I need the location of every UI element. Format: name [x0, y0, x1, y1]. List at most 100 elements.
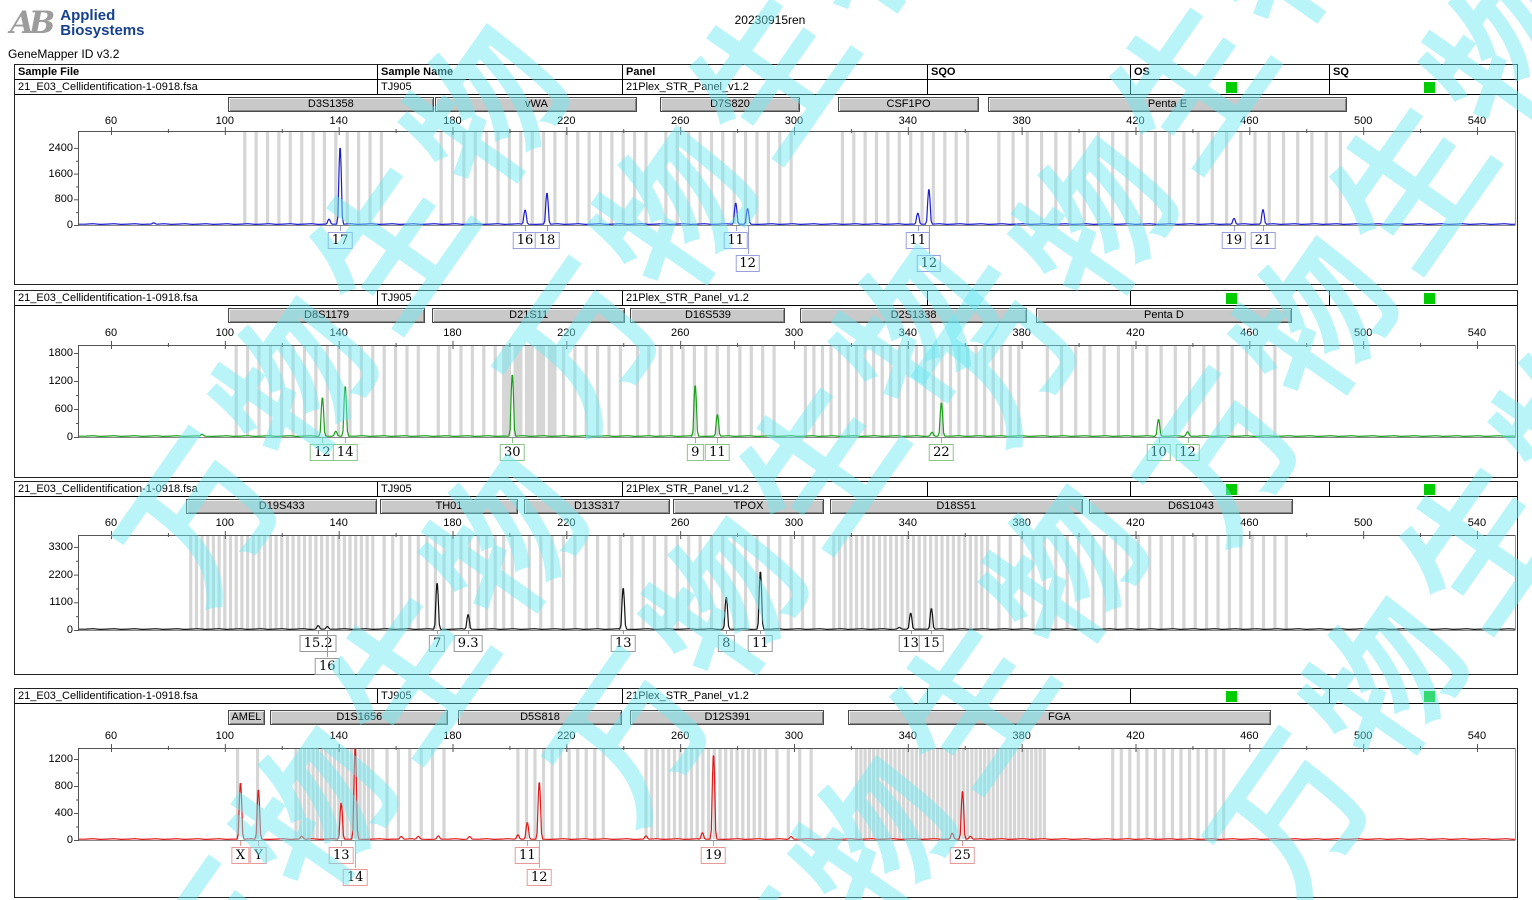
column-divider: [1329, 689, 1330, 703]
allele-label[interactable]: 11: [748, 635, 773, 652]
marker-box-vWA[interactable]: vWA: [435, 97, 638, 112]
x-axis-tick-label: 340: [898, 730, 917, 742]
marker-box-FGA[interactable]: FGA: [848, 710, 1271, 725]
marker-box-D3S1358[interactable]: D3S1358: [227, 97, 434, 112]
sample-data-row[interactable]: 21_E03_Cellidentification-1-0918.fsa TJ90…: [15, 291, 1517, 306]
allele-label[interactable]: 30: [499, 444, 525, 461]
x-axis-tick-label: 380: [1012, 517, 1031, 529]
marker-box-D12S391[interactable]: D12S391: [630, 710, 825, 725]
electropherogram-plot-blue[interactable]: [15, 123, 1517, 229]
marker-box-D6S1043[interactable]: D6S1043: [1088, 499, 1294, 514]
sample-data-row[interactable]: 21_E03_Cellidentification-1-0918.fsa TJ90…: [15, 689, 1517, 704]
electropherogram-plot-red[interactable]: [15, 740, 1517, 844]
x-axis-tick-label: 100: [215, 327, 234, 339]
allele-connector: [437, 631, 439, 634]
allele-connector: [726, 631, 728, 634]
x-axis-tick-label: 140: [329, 517, 348, 529]
electropherogram-plot-green[interactable]: [15, 337, 1517, 441]
x-axis-tick-label: 540: [1467, 115, 1487, 127]
allele-label[interactable]: 7: [428, 635, 446, 652]
column-divider: [377, 482, 378, 496]
allele-label[interactable]: 14: [332, 444, 358, 461]
allele-label[interactable]: 13: [328, 847, 354, 864]
marker-box-TH01[interactable]: TH01: [379, 499, 518, 514]
ab-logo-name-line2: Biosystems: [60, 22, 145, 39]
column-divider: [1329, 482, 1330, 496]
allele-label[interactable]: 13: [610, 635, 636, 652]
allele-label[interactable]: 21: [1250, 232, 1276, 249]
allele-label[interactable]: 9.3: [453, 635, 483, 652]
allele-label[interactable]: 9: [687, 444, 704, 461]
sq-status-flag: [1424, 82, 1435, 93]
marker-box-D21S11[interactable]: D21S11: [432, 308, 626, 323]
marker-box-Penta-E[interactable]: Penta E: [987, 97, 1348, 112]
allele-label[interactable]: Y: [250, 847, 267, 864]
allele-label[interactable]: 12: [310, 444, 335, 461]
run-title: 20230915ren: [734, 13, 806, 27]
allele-label[interactable]: 19: [1221, 232, 1247, 249]
allele-label[interactable]: 13: [898, 635, 923, 652]
allele-connector: [962, 841, 964, 846]
panel-name-cell: 21Plex_STR_Panel_v1.2: [626, 292, 749, 304]
sample-file-cell: 21_E03_Cellidentification-1-0918.fsa: [18, 483, 198, 495]
marker-box-D16S539[interactable]: D16S539: [630, 308, 786, 323]
marker-box-D8S1179[interactable]: D8S1179: [227, 308, 426, 323]
sample-data-row[interactable]: 21_E03_Cellidentification-1-0918.fsa TJ90…: [15, 80, 1517, 95]
allele-label[interactable]: 16: [512, 232, 538, 249]
allele-label[interactable]: 19: [701, 847, 726, 864]
sample-panel-red: 21_E03_Cellidentification-1-0918.fsa TJ90…: [14, 688, 1518, 898]
allele-label[interactable]: 12: [1175, 444, 1200, 461]
allele-label[interactable]: 11: [705, 444, 730, 461]
allele-label[interactable]: 15.2: [299, 635, 337, 652]
marker-box-Penta-D[interactable]: Penta D: [1035, 308, 1292, 323]
y-axis-tick-label: 0: [66, 431, 73, 443]
allele-label[interactable]: 25: [950, 847, 975, 864]
column-divider: [927, 689, 928, 703]
allele-label[interactable]: 12: [735, 255, 760, 272]
allele-label[interactable]: 11: [905, 232, 931, 249]
allele-label[interactable]: 8: [718, 635, 735, 652]
allele-label[interactable]: X: [231, 847, 250, 864]
marker-box-D18S51[interactable]: D18S51: [829, 499, 1083, 514]
x-axis-tick-label: 180: [443, 730, 462, 742]
marker-box-D13S317[interactable]: D13S317: [523, 499, 671, 514]
column-header-panel: Panel: [626, 66, 656, 78]
x-axis-tick-label: 140: [329, 115, 348, 127]
sq-status-flag: [1424, 691, 1435, 702]
ab-logo-name-line1: Applied: [60, 7, 116, 24]
allele-label[interactable]: 14: [342, 869, 368, 886]
column-header-sq: SQ: [1333, 66, 1349, 78]
allele-label[interactable]: 18: [534, 232, 560, 249]
allele-label[interactable]: 22: [929, 444, 954, 461]
marker-box-D1S1656[interactable]: D1S1656: [270, 710, 449, 725]
x-axis-tick-label: 60: [104, 115, 118, 127]
allele-label[interactable]: 17: [327, 232, 353, 249]
marker-box-AMEL[interactable]: AMEL: [227, 710, 266, 725]
marker-box-CSF1PO[interactable]: CSF1PO: [838, 97, 979, 112]
x-axis-tick-label: 460: [1240, 517, 1259, 529]
marker-box-D7S820[interactable]: D7S820: [660, 97, 800, 112]
sample-file-cell: 21_E03_Cellidentification-1-0918.fsa: [18, 690, 198, 702]
marker-box-TPOX[interactable]: TPOX: [673, 499, 824, 514]
x-axis-tick-label: 300: [784, 115, 804, 127]
allele-label[interactable]: 15: [919, 635, 944, 652]
column-divider: [927, 65, 928, 79]
column-divider: [622, 482, 623, 496]
electropherogram-plot-black[interactable]: [15, 527, 1517, 634]
allele-connector: [1233, 226, 1235, 231]
allele-label[interactable]: 11: [515, 847, 540, 864]
marker-box-D2S1338[interactable]: D2S1338: [799, 308, 1028, 323]
marker-box-D5S818[interactable]: D5S818: [458, 710, 622, 725]
allele-label[interactable]: 12: [527, 869, 552, 886]
marker-box-D19S433[interactable]: D19S433: [186, 499, 378, 514]
allele-label[interactable]: 10: [1146, 444, 1171, 461]
sample-data-row[interactable]: 21_E03_Cellidentification-1-0918.fsa TJ90…: [15, 482, 1517, 497]
allele-label[interactable]: 16: [314, 658, 340, 675]
x-axis-tick-label: 260: [670, 115, 690, 127]
allele-label[interactable]: 11: [723, 232, 748, 249]
panel-name-cell: 21Plex_STR_Panel_v1.2: [626, 483, 749, 495]
x-axis-tick-label: 380: [1012, 115, 1031, 127]
allele-connector: [713, 841, 715, 846]
allele-label[interactable]: 12: [916, 255, 942, 272]
os-status-flag: [1226, 691, 1237, 702]
